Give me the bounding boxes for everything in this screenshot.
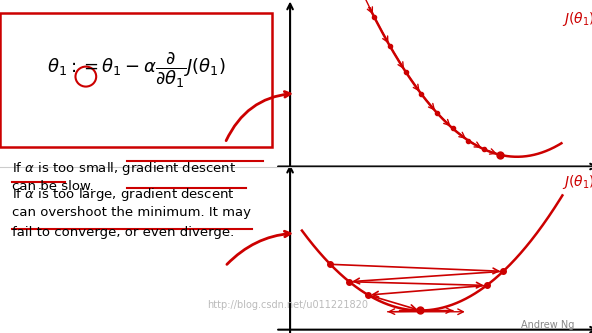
FancyBboxPatch shape	[0, 13, 272, 147]
Text: fail to converge, or even diverge.: fail to converge, or even diverge.	[12, 226, 234, 239]
Text: $J(\theta_1)$: $J(\theta_1)$	[562, 10, 592, 28]
Text: can overshoot the minimum. It may: can overshoot the minimum. It may	[12, 206, 251, 219]
Text: If $\alpha$ is too large, gradient descent: If $\alpha$ is too large, gradient desce…	[12, 186, 234, 203]
Text: If $\alpha$ is too small, gradient descent: If $\alpha$ is too small, gradient desce…	[12, 160, 236, 177]
Text: $\theta_1 := \theta_1 - \alpha\dfrac{\partial}{\partial\theta_1}J(\theta_1)$: $\theta_1 := \theta_1 - \alpha\dfrac{\pa…	[47, 50, 226, 90]
Text: can be slow.: can be slow.	[12, 180, 94, 193]
Text: $J(\theta_1)$: $J(\theta_1)$	[562, 173, 592, 191]
Text: Andrew Ng: Andrew Ng	[521, 320, 574, 330]
Text: http://blog.csdn.net/u011221820: http://blog.csdn.net/u011221820	[207, 300, 368, 310]
